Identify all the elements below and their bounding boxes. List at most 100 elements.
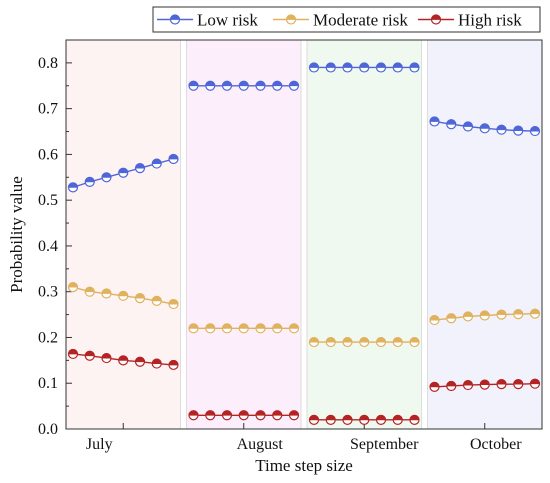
point-moderate-risk — [325, 336, 336, 348]
point-moderate-risk — [272, 323, 283, 334]
point-high-risk — [205, 410, 216, 421]
legend-box — [152, 6, 541, 33]
point-moderate-risk — [101, 288, 112, 299]
point-low-risk — [446, 119, 457, 130]
y-tick-label: 0.5 — [38, 192, 58, 209]
point-low-risk — [513, 125, 524, 136]
legend: Low risk Moderate risk High risk — [152, 6, 541, 33]
point-low-risk — [238, 80, 249, 91]
legend-swatch-marker — [285, 14, 297, 25]
point-moderate-risk — [84, 286, 95, 297]
x-tick-label: July — [86, 436, 113, 453]
point-moderate-risk — [168, 298, 179, 310]
point-low-risk — [84, 176, 95, 187]
point-low-risk — [255, 80, 266, 91]
point-low-risk — [288, 80, 300, 91]
point-high-risk — [446, 380, 457, 392]
point-high-risk — [529, 378, 541, 389]
point-high-risk — [513, 379, 524, 390]
y-tick-label: 0.2 — [38, 329, 58, 346]
point-low-risk — [462, 121, 474, 132]
point-high-risk — [496, 379, 507, 390]
point-moderate-risk — [409, 336, 420, 348]
x-axis-label: Time step size — [255, 456, 353, 475]
series-moderate-risk — [67, 282, 541, 348]
point-high-risk — [168, 359, 179, 371]
point-low-risk — [325, 62, 336, 73]
point-moderate-risk — [288, 323, 300, 334]
panel-bg-october — [427, 39, 543, 430]
point-high-risk — [392, 414, 403, 425]
point-low-risk — [529, 125, 541, 137]
legend-label: Low risk — [197, 11, 258, 30]
series-layer — [67, 62, 541, 425]
point-high-risk — [375, 414, 387, 425]
y-tick-label: 0.0 — [38, 421, 58, 438]
plot-frame — [65, 39, 543, 430]
point-low-risk — [221, 80, 233, 91]
point-low-risk — [375, 62, 387, 73]
y-tick-label: 0.1 — [38, 375, 58, 392]
point-moderate-risk — [151, 295, 162, 306]
legend-swatch-marker — [169, 14, 181, 25]
point-low-risk — [409, 62, 420, 73]
x-tick-label: September — [350, 436, 419, 453]
y-tick-label: 0.3 — [38, 284, 58, 301]
point-low-risk — [134, 163, 146, 174]
point-moderate-risk — [359, 336, 370, 348]
point-low-risk — [342, 62, 353, 73]
point-high-risk — [84, 350, 95, 361]
x-tick-label: October — [470, 436, 522, 453]
point-high-risk — [134, 356, 146, 367]
point-high-risk — [272, 410, 283, 421]
point-low-risk — [479, 123, 490, 134]
point-moderate-risk — [496, 309, 507, 320]
legend-entry-high-risk: High risk — [418, 11, 522, 30]
point-low-risk — [151, 158, 162, 169]
point-moderate-risk — [462, 311, 474, 322]
point-moderate-risk — [342, 336, 353, 348]
point-high-risk — [288, 410, 300, 421]
point-high-risk — [342, 414, 353, 425]
point-low-risk — [118, 167, 129, 178]
point-high-risk — [151, 358, 162, 369]
legend-label: High risk — [458, 11, 522, 30]
y-tick-label: 0.6 — [38, 146, 58, 163]
y-axis-ticks: 0.0 0.1 0.2 0.3 0.4 0.5 0.6 0.7 0.8 — [38, 55, 72, 438]
point-low-risk — [168, 153, 179, 165]
point-low-risk — [272, 80, 283, 91]
point-high-risk — [238, 410, 249, 421]
point-moderate-risk — [205, 323, 216, 334]
panel-bg-september — [306, 39, 422, 430]
point-low-risk — [205, 80, 216, 91]
point-moderate-risk — [308, 336, 320, 348]
point-moderate-risk — [513, 309, 524, 320]
panel-bg-august — [186, 39, 302, 430]
point-high-risk — [479, 379, 490, 390]
point-moderate-risk — [221, 323, 233, 334]
point-moderate-risk — [255, 323, 266, 334]
point-low-risk — [359, 62, 370, 73]
legend-label: Moderate risk — [313, 11, 408, 30]
point-high-risk — [255, 410, 266, 421]
point-high-risk — [359, 414, 370, 425]
point-low-risk — [308, 62, 320, 73]
point-moderate-risk — [67, 282, 79, 293]
point-high-risk — [188, 410, 199, 421]
point-low-risk — [429, 116, 440, 127]
point-high-risk — [118, 355, 129, 366]
point-moderate-risk — [429, 314, 440, 326]
point-moderate-risk — [238, 323, 249, 334]
series-high-risk — [67, 348, 541, 425]
point-high-risk — [325, 414, 336, 425]
y-axis-label: Probability value — [7, 176, 26, 293]
point-moderate-risk — [446, 313, 457, 324]
x-tick-label: August — [237, 436, 284, 453]
point-low-risk — [496, 124, 507, 135]
point-moderate-risk — [479, 310, 490, 321]
panel-bg-july — [65, 39, 181, 430]
point-moderate-risk — [188, 323, 199, 334]
point-moderate-risk — [529, 308, 541, 319]
legend-entry-moderate-risk: Moderate risk — [273, 11, 408, 30]
y-tick-label: 0.4 — [38, 238, 58, 255]
